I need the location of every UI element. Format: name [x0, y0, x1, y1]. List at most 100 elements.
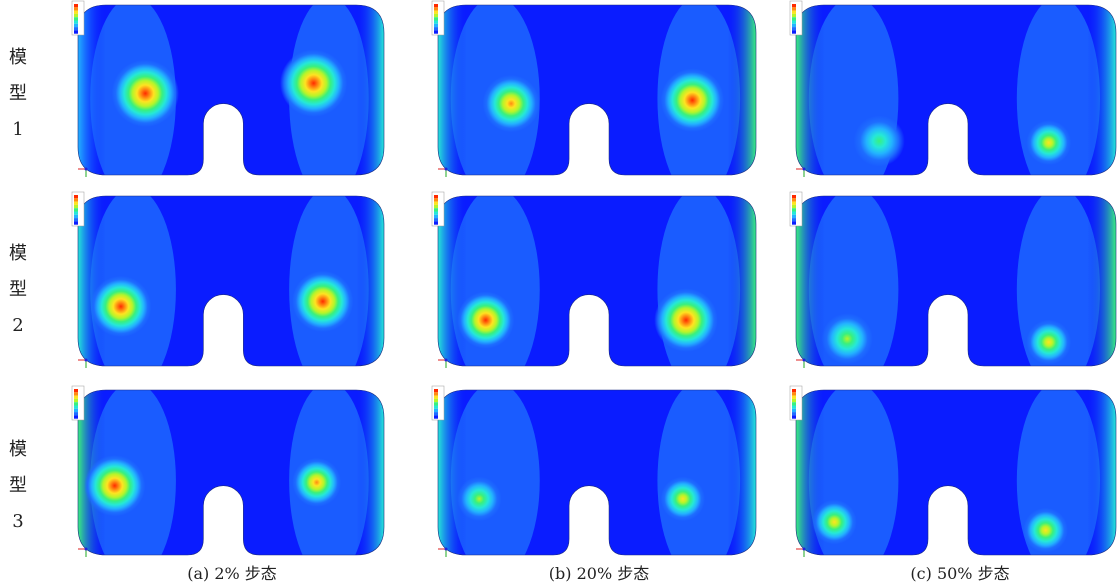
- axis-origin: [444, 358, 448, 362]
- legend-swatch: [434, 30, 438, 34]
- legend-swatch: [74, 7, 78, 11]
- axis-origin: [802, 167, 806, 171]
- contour-panel: [438, 196, 756, 366]
- row-label-char: 型: [9, 475, 27, 496]
- legend-swatch: [74, 415, 78, 419]
- legend-swatch: [434, 415, 438, 419]
- legend-swatch: [792, 201, 796, 205]
- legend-swatch: [74, 211, 78, 215]
- legend-swatch: [434, 13, 438, 18]
- legend-swatch: [74, 20, 78, 24]
- legend-swatch: [434, 402, 438, 406]
- caption-b: (b) 20% 步态: [548, 564, 650, 583]
- legend-swatch: [434, 221, 438, 225]
- legend-swatch: [792, 214, 796, 219]
- contour-panel: [796, 5, 1116, 175]
- contour-panel: [78, 196, 384, 366]
- legend-swatch: [74, 30, 78, 34]
- legend-swatch: [74, 201, 78, 205]
- legend-swatch: [792, 412, 796, 416]
- legend-swatch: [792, 20, 796, 24]
- pressure-hotspot: [1026, 120, 1072, 166]
- contour-panel: [78, 390, 384, 555]
- pressure-hotspot: [812, 499, 857, 545]
- legend-swatch: [434, 195, 438, 199]
- row-label-char: 2: [12, 315, 24, 336]
- row-label-char: 模: [9, 439, 27, 460]
- legend-swatch: [792, 30, 796, 34]
- row-label-char: 型: [9, 279, 27, 300]
- panel-outline: [795, 195, 1117, 367]
- pressure-hotspot: [292, 270, 354, 332]
- legend-swatch: [434, 218, 438, 222]
- legend-swatch: [434, 27, 438, 31]
- contour-panel: [796, 196, 1116, 366]
- row-label-char: 1: [12, 119, 24, 140]
- legend-swatch: [434, 389, 438, 393]
- legend-swatch: [434, 7, 438, 11]
- legend-swatch: [792, 389, 796, 393]
- legend-swatch: [434, 395, 438, 399]
- legend-swatch: [74, 214, 78, 219]
- legend-swatch: [74, 27, 78, 31]
- legend-swatch: [434, 405, 438, 409]
- legend-swatch: [74, 402, 78, 406]
- panel-outline: [437, 389, 757, 556]
- legend-swatch: [792, 392, 796, 396]
- edge-right: [356, 5, 384, 175]
- panel-outline: [437, 4, 757, 176]
- pressure-hotspot: [292, 457, 342, 507]
- legend-swatch: [434, 201, 438, 205]
- pressure-hotspot: [457, 291, 515, 349]
- legend-swatch: [792, 13, 796, 18]
- contour-plot-grid: [71, 0, 1117, 557]
- pressure-hotspot: [457, 476, 502, 522]
- legend-swatch: [792, 23, 796, 28]
- pressure-hotspot: [111, 59, 179, 128]
- pressure-hotspot: [660, 476, 706, 522]
- legend-swatch: [74, 17, 78, 21]
- panel-outline: [437, 195, 757, 367]
- legend-swatch: [434, 17, 438, 21]
- caption-c: (c) 50% 步态: [910, 564, 1010, 583]
- edge-right: [1087, 196, 1116, 366]
- legend-swatch: [792, 195, 796, 199]
- edge-right: [727, 196, 756, 366]
- axis-origin: [802, 358, 806, 362]
- legend-swatch: [434, 412, 438, 416]
- legend-swatch: [74, 408, 78, 413]
- panel-outline: [795, 4, 1117, 176]
- legend-swatch: [74, 204, 78, 209]
- legend-swatch: [792, 208, 796, 212]
- legend-swatch: [792, 402, 796, 406]
- axis-origin: [84, 167, 88, 171]
- pressure-hotspot: [1026, 319, 1072, 365]
- legend-swatch: [74, 398, 78, 403]
- contour-panel: [438, 390, 756, 555]
- pressure-hotspot: [1023, 507, 1068, 553]
- edge-right: [1087, 390, 1116, 555]
- axis-origin: [444, 167, 448, 171]
- contour-panel: [796, 390, 1116, 555]
- legend-swatch: [434, 204, 438, 209]
- legend-swatch: [792, 198, 796, 202]
- legend-swatch: [792, 10, 796, 14]
- pressure-hotspot: [84, 455, 146, 517]
- legend-swatch: [792, 204, 796, 209]
- legend-swatch: [74, 412, 78, 416]
- legend-swatch: [434, 398, 438, 403]
- legend-swatch: [74, 4, 78, 8]
- legend-swatch: [434, 4, 438, 8]
- legend-swatch: [792, 415, 796, 419]
- axis-origin: [802, 547, 806, 551]
- legend-swatch: [792, 395, 796, 399]
- legend-swatch: [434, 20, 438, 24]
- axis-origin: [84, 547, 88, 551]
- legend-swatch: [74, 23, 78, 28]
- contour-panel: [78, 5, 384, 175]
- legend-swatch: [792, 398, 796, 403]
- legend-swatch: [434, 214, 438, 219]
- legend-swatch: [434, 208, 438, 212]
- legend-swatch: [74, 392, 78, 396]
